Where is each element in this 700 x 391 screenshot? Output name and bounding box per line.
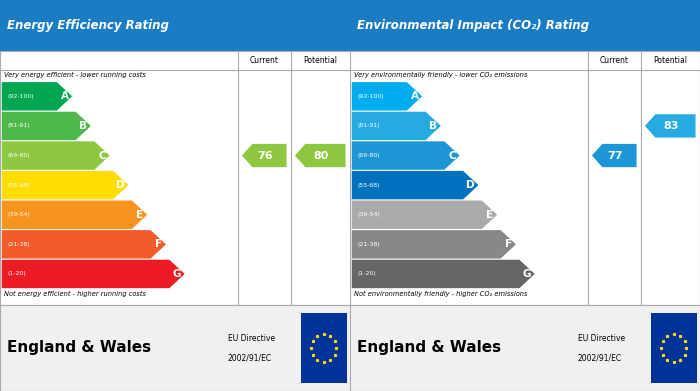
- Bar: [0, 0, 350, 51]
- Text: England & Wales: England & Wales: [357, 341, 501, 355]
- Text: C: C: [448, 151, 456, 161]
- Text: Energy Efficiency Rating: Energy Efficiency Rating: [7, 19, 169, 32]
- Text: (92-100): (92-100): [357, 94, 384, 99]
- Text: (21-38): (21-38): [7, 242, 29, 247]
- Text: (55-68): (55-68): [7, 183, 29, 188]
- Polygon shape: [592, 144, 636, 167]
- Bar: [651, 313, 696, 383]
- Polygon shape: [1, 171, 128, 199]
- Text: (55-68): (55-68): [357, 183, 379, 188]
- Bar: [0, 305, 350, 391]
- Text: (1-20): (1-20): [357, 271, 376, 276]
- Text: Potential: Potential: [653, 56, 687, 65]
- Text: 2002/91/EC: 2002/91/EC: [578, 353, 622, 362]
- Text: (39-54): (39-54): [7, 212, 30, 217]
- Text: (81-91): (81-91): [7, 124, 29, 128]
- Polygon shape: [351, 141, 460, 170]
- Polygon shape: [645, 114, 696, 138]
- Polygon shape: [1, 112, 91, 140]
- Text: B: B: [79, 121, 88, 131]
- Polygon shape: [242, 144, 286, 167]
- Text: C: C: [98, 151, 106, 161]
- Polygon shape: [351, 112, 441, 140]
- Text: Very energy efficient - lower running costs: Very energy efficient - lower running co…: [4, 72, 146, 79]
- Bar: [301, 313, 346, 383]
- Bar: [0, 51, 350, 305]
- Text: G: G: [523, 269, 531, 279]
- Text: G: G: [173, 269, 181, 279]
- Bar: [350, 0, 700, 51]
- Polygon shape: [351, 201, 497, 229]
- Text: Potential: Potential: [303, 56, 337, 65]
- Bar: [350, 305, 700, 391]
- Text: Not energy efficient - higher running costs: Not energy efficient - higher running co…: [4, 291, 146, 298]
- Polygon shape: [1, 230, 166, 258]
- Polygon shape: [351, 230, 516, 258]
- Text: Current: Current: [600, 56, 629, 65]
- Text: (21-38): (21-38): [357, 242, 379, 247]
- Text: (69-80): (69-80): [7, 153, 29, 158]
- Polygon shape: [351, 171, 478, 199]
- Text: E: E: [486, 210, 493, 220]
- Text: (39-54): (39-54): [357, 212, 380, 217]
- Text: D: D: [116, 180, 125, 190]
- Text: Environmental Impact (CO₂) Rating: Environmental Impact (CO₂) Rating: [357, 19, 589, 32]
- Text: (69-80): (69-80): [357, 153, 379, 158]
- Text: England & Wales: England & Wales: [7, 341, 151, 355]
- Text: 83: 83: [664, 121, 679, 131]
- Text: F: F: [155, 239, 162, 249]
- Polygon shape: [1, 141, 110, 170]
- Text: 77: 77: [608, 151, 623, 161]
- Text: Very environmentally friendly - lower CO₂ emissions: Very environmentally friendly - lower CO…: [354, 72, 527, 79]
- Text: D: D: [466, 180, 475, 190]
- Text: (92-100): (92-100): [7, 94, 34, 99]
- Text: Not environmentally friendly - higher CO₂ emissions: Not environmentally friendly - higher CO…: [354, 291, 527, 298]
- Text: EU Directive: EU Directive: [228, 334, 274, 343]
- Text: 80: 80: [314, 151, 329, 161]
- Polygon shape: [1, 201, 147, 229]
- Text: EU Directive: EU Directive: [578, 334, 624, 343]
- Text: (1-20): (1-20): [7, 271, 26, 276]
- Text: (81-91): (81-91): [357, 124, 379, 128]
- Bar: [350, 51, 700, 305]
- Text: B: B: [429, 121, 438, 131]
- Text: A: A: [410, 91, 419, 101]
- Text: A: A: [60, 91, 69, 101]
- Text: F: F: [505, 239, 512, 249]
- Text: Current: Current: [250, 56, 279, 65]
- Text: E: E: [136, 210, 143, 220]
- Polygon shape: [1, 82, 72, 111]
- Polygon shape: [351, 82, 422, 111]
- Polygon shape: [1, 260, 185, 288]
- Text: 2002/91/EC: 2002/91/EC: [228, 353, 272, 362]
- Polygon shape: [295, 144, 346, 167]
- Polygon shape: [351, 260, 535, 288]
- Text: 76: 76: [258, 151, 273, 161]
